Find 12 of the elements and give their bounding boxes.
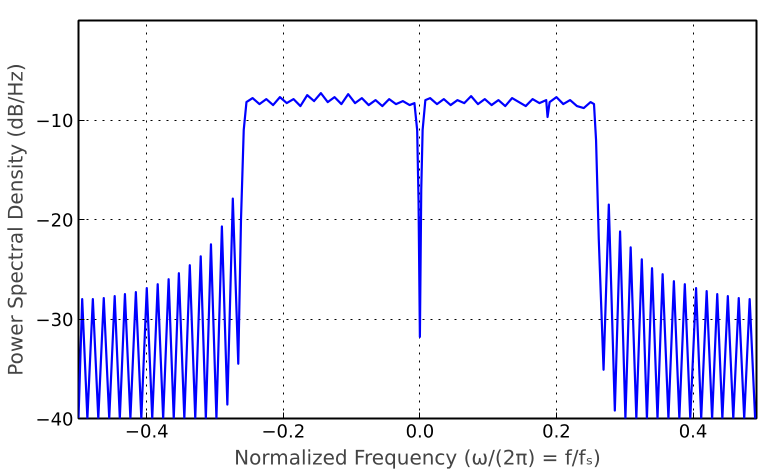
x-tick-label: −0.4 [124, 422, 169, 442]
x-tick-label: 0.4 [678, 422, 708, 442]
y-tick-label: −10 [36, 111, 74, 132]
x-tick-label: −0.2 [261, 422, 306, 442]
y-tick-label: −20 [36, 210, 74, 232]
y-tick-label: −40 [36, 410, 74, 430]
x-tick-label: 0.2 [542, 422, 571, 442]
x-axis-title: Normalized Frequency (ω/(2π) = f/fₛ) [234, 446, 601, 470]
y-tick-label: −30 [36, 310, 74, 331]
x-tick-label: 0.0 [406, 422, 434, 442]
line-series [78, 92, 756, 418]
y-axis-title: Power Spectral Density (dB/Hz) [4, 63, 28, 376]
